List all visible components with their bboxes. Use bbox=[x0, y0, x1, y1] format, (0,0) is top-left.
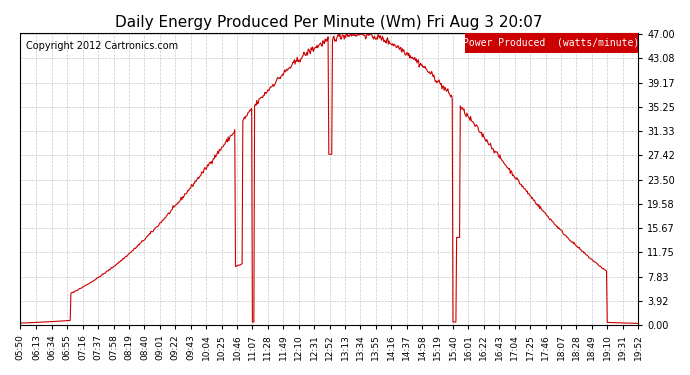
Text: Copyright 2012 Cartronics.com: Copyright 2012 Cartronics.com bbox=[26, 41, 178, 51]
Title: Daily Energy Produced Per Minute (Wm) Fri Aug 3 20:07: Daily Energy Produced Per Minute (Wm) Fr… bbox=[115, 15, 542, 30]
